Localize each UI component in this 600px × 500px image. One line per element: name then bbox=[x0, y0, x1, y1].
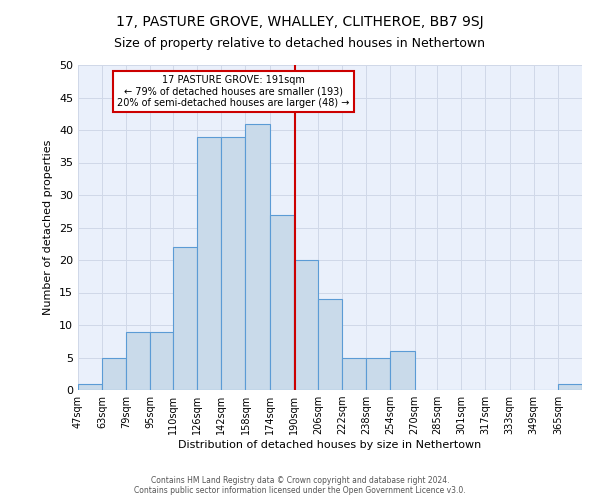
Bar bbox=[126, 332, 151, 390]
Bar bbox=[102, 358, 126, 390]
Bar bbox=[318, 299, 342, 390]
Bar bbox=[366, 358, 391, 390]
Bar bbox=[197, 136, 221, 390]
Y-axis label: Number of detached properties: Number of detached properties bbox=[43, 140, 53, 315]
Bar bbox=[391, 351, 415, 390]
Bar bbox=[269, 214, 294, 390]
Text: Size of property relative to detached houses in Nethertown: Size of property relative to detached ho… bbox=[115, 38, 485, 51]
Bar bbox=[558, 384, 582, 390]
Bar bbox=[78, 384, 102, 390]
X-axis label: Distribution of detached houses by size in Nethertown: Distribution of detached houses by size … bbox=[178, 440, 482, 450]
Text: Contains HM Land Registry data © Crown copyright and database right 2024.
Contai: Contains HM Land Registry data © Crown c… bbox=[134, 476, 466, 495]
Bar bbox=[173, 247, 197, 390]
Text: 17, PASTURE GROVE, WHALLEY, CLITHEROE, BB7 9SJ: 17, PASTURE GROVE, WHALLEY, CLITHEROE, B… bbox=[116, 15, 484, 29]
Bar bbox=[245, 124, 269, 390]
Bar bbox=[342, 358, 366, 390]
Bar bbox=[294, 260, 318, 390]
Bar bbox=[221, 136, 245, 390]
Bar bbox=[151, 332, 173, 390]
Text: 17 PASTURE GROVE: 191sqm
← 79% of detached houses are smaller (193)
20% of semi-: 17 PASTURE GROVE: 191sqm ← 79% of detach… bbox=[117, 74, 350, 108]
